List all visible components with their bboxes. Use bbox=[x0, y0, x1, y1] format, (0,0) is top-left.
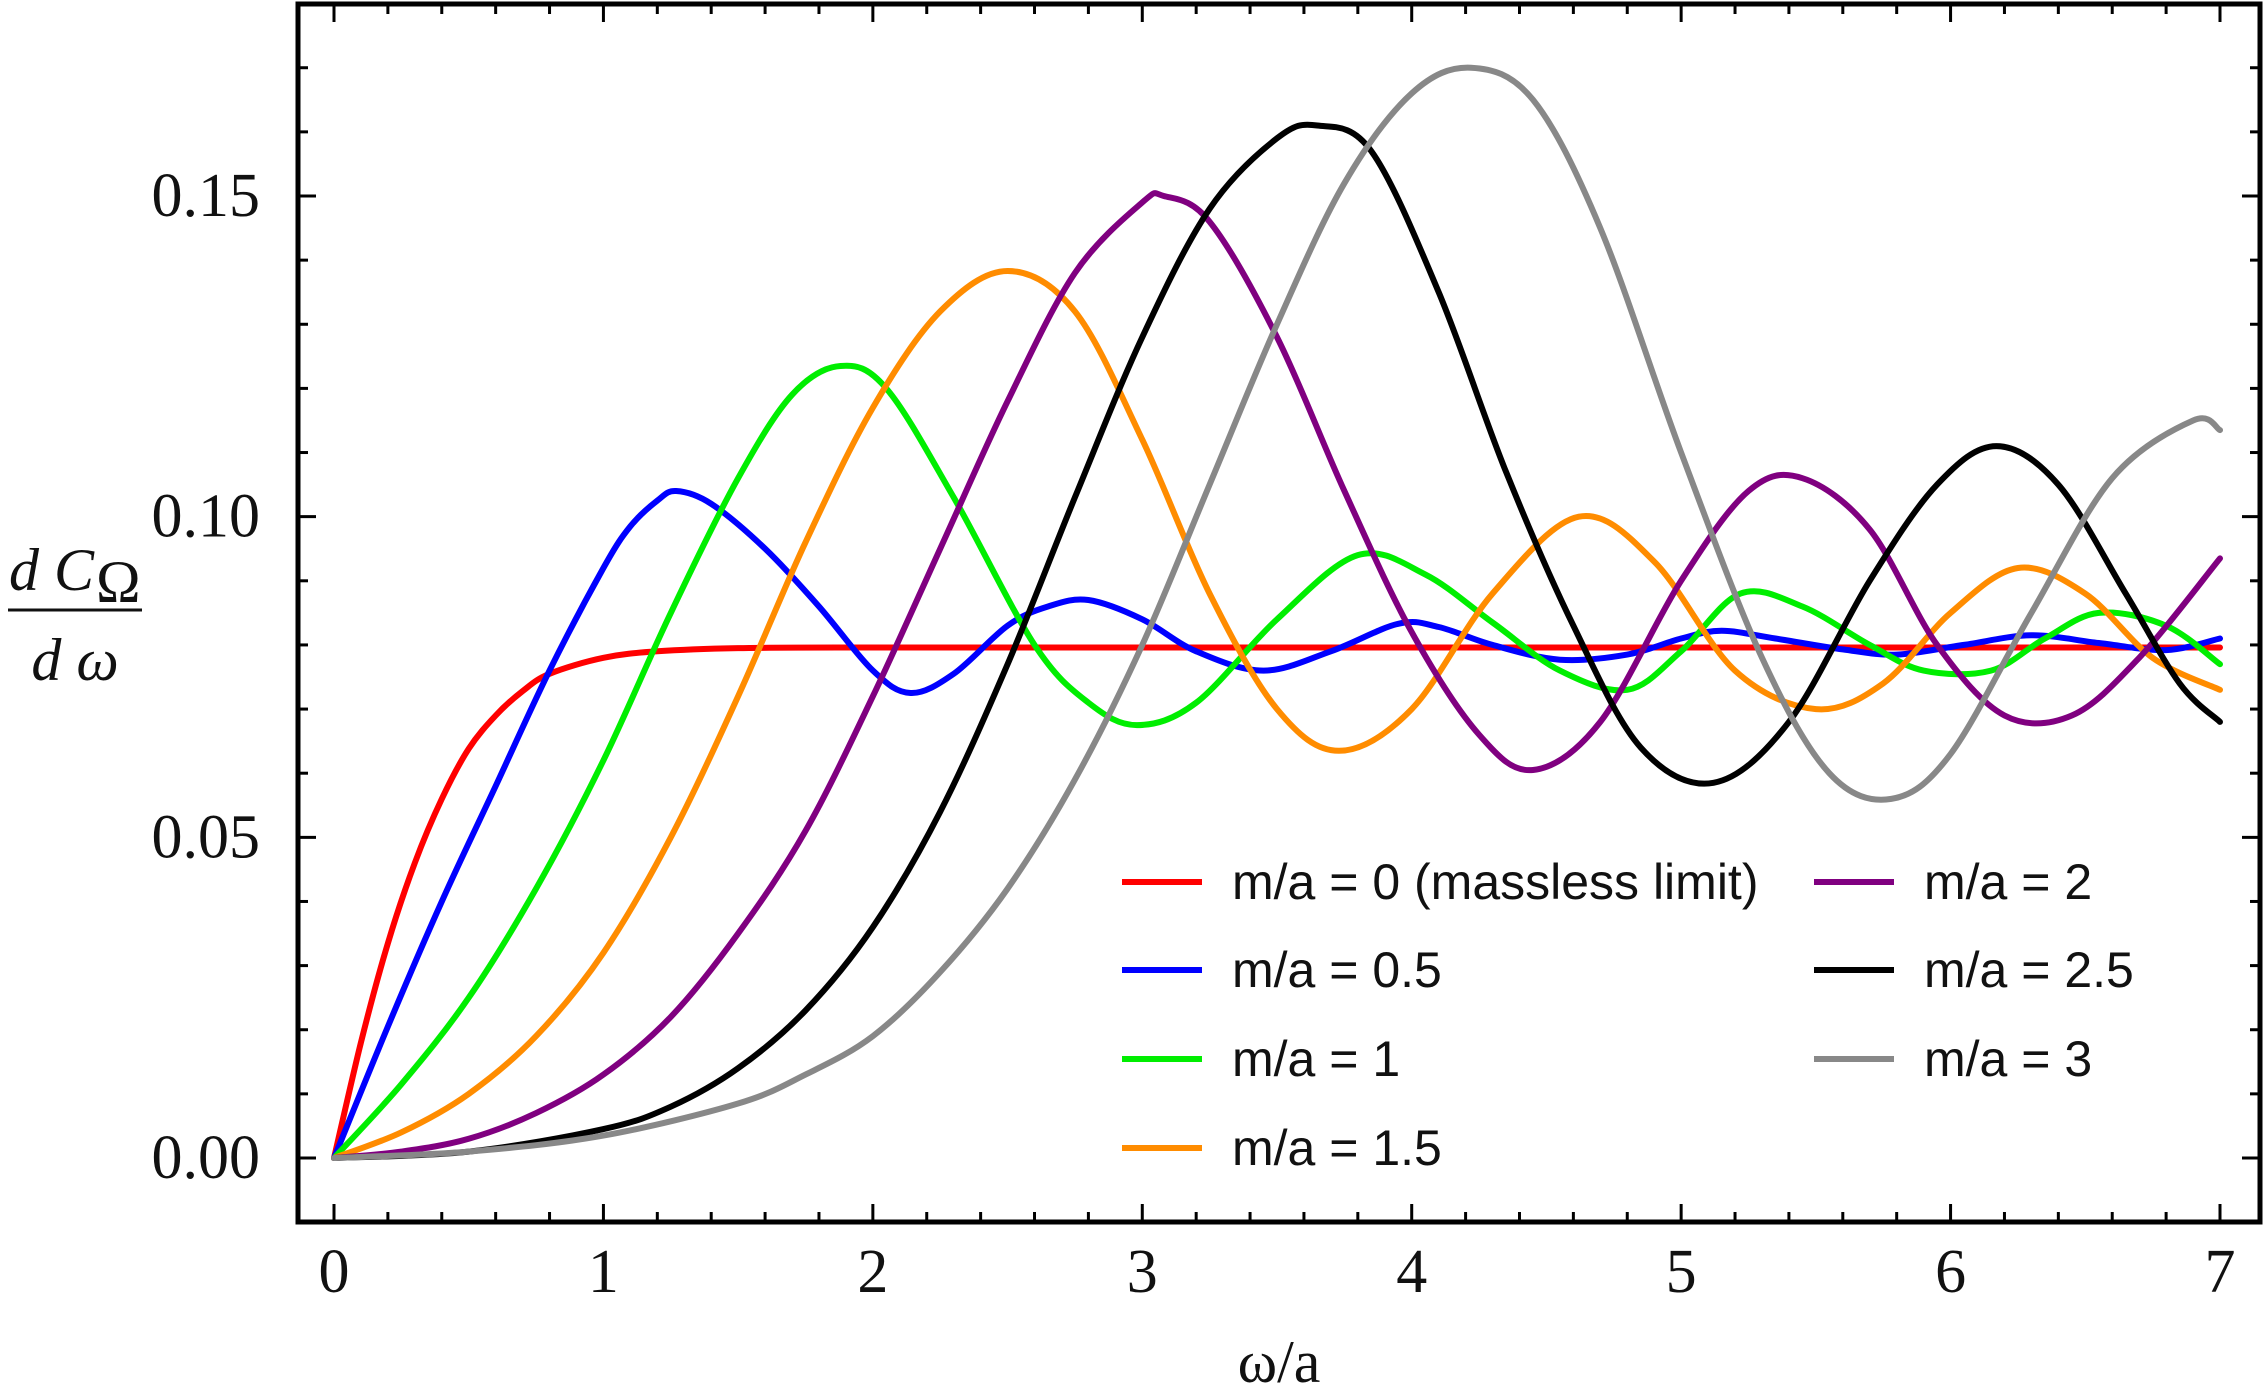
legend-label: m/a = 2.5 bbox=[1924, 942, 2134, 998]
x-tick-label: 7 bbox=[2205, 1238, 2236, 1306]
y-axis-label-numerator: d C bbox=[9, 537, 95, 603]
legend-label: m/a = 0.5 bbox=[1232, 942, 1442, 998]
x-tick-label: 4 bbox=[1396, 1238, 1427, 1306]
series-line-5 bbox=[331, 121, 2223, 1161]
x-tick-label: 2 bbox=[857, 1238, 888, 1306]
legend-label: m/a = 1.5 bbox=[1232, 1120, 1442, 1176]
y-tick-label: 0.15 bbox=[152, 162, 261, 230]
series-line-3 bbox=[331, 268, 2223, 1161]
legend-label: m/a = 0 (massless limit) bbox=[1232, 854, 1758, 910]
x-tick-label: 1 bbox=[588, 1238, 619, 1306]
x-tick-label: 5 bbox=[1666, 1238, 1697, 1306]
y-tick-labels: 0.00 0.05 0.10 0.15 bbox=[152, 162, 261, 1192]
x-tick-label: 0 bbox=[319, 1238, 350, 1306]
series-lines bbox=[331, 64, 2223, 1161]
legend-label: m/a = 3 bbox=[1924, 1031, 2092, 1087]
y-axis-label-denominator: d ω bbox=[31, 627, 118, 693]
y-tick-label: 0.05 bbox=[152, 803, 261, 871]
legend: m/a = 0 (massless limit) m/a = 0.5 m/a = 1… bbox=[1122, 854, 2134, 1176]
axis-ticks bbox=[298, 4, 2260, 1222]
legend-label: m/a = 2 bbox=[1924, 854, 2092, 910]
series-line-2 bbox=[331, 362, 2223, 1161]
x-tick-label: 6 bbox=[1935, 1238, 1966, 1306]
series-line-1 bbox=[331, 487, 2223, 1161]
plot-frame bbox=[295, 1, 2263, 1225]
y-axis-label-subscript: Ω bbox=[96, 549, 141, 615]
y-tick-label: 0.10 bbox=[152, 483, 261, 551]
x-axis-label: ω/a bbox=[1238, 1329, 1321, 1395]
x-tick-label: 3 bbox=[1127, 1238, 1158, 1306]
series-line-4 bbox=[331, 190, 2223, 1161]
y-tick-label: 0.00 bbox=[152, 1124, 261, 1192]
x-tick-labels: 0 1 2 3 4 5 6 7 bbox=[319, 1238, 2236, 1306]
legend-label: m/a = 1 bbox=[1232, 1031, 1400, 1087]
series-line-6 bbox=[331, 64, 2223, 1161]
y-axis-label: d C Ω d ω bbox=[8, 537, 142, 693]
